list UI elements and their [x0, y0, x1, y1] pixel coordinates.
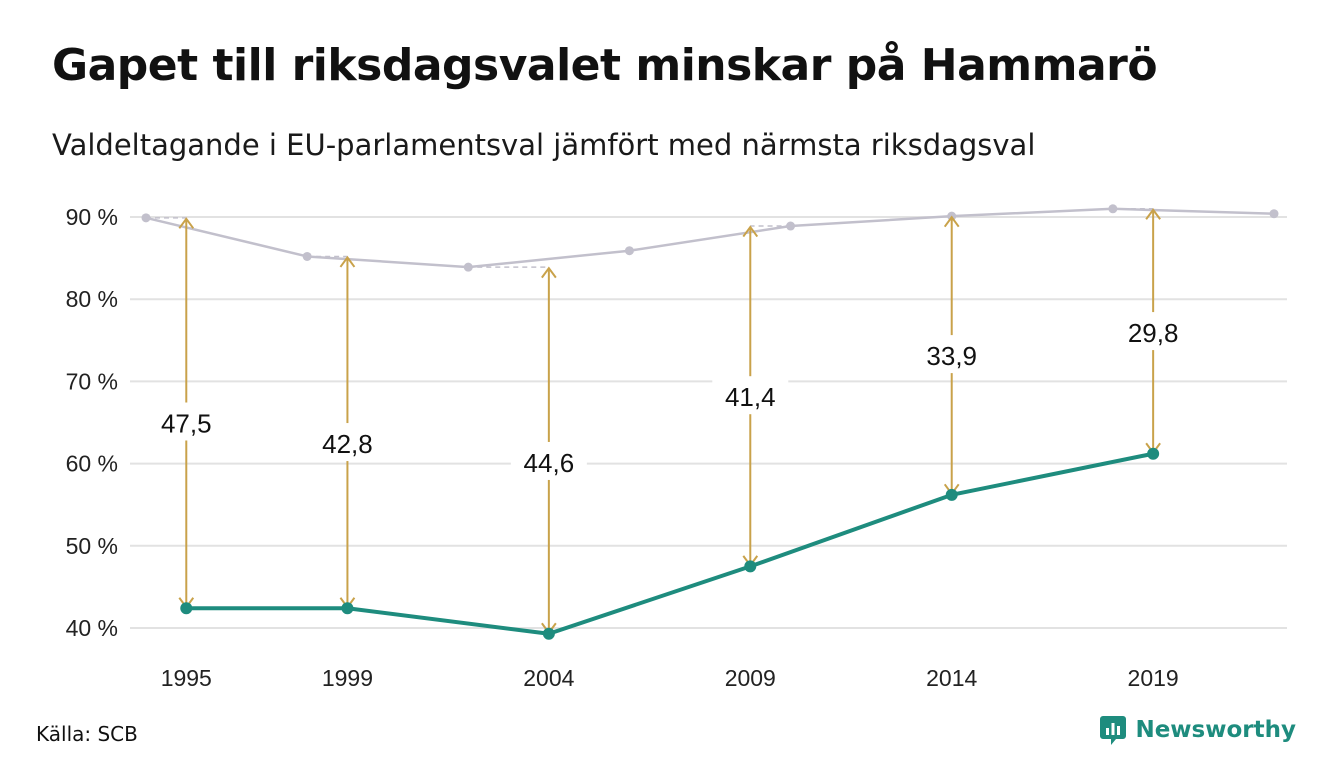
- gap-arrow-head-top: [742, 225, 759, 238]
- riksdag-point: [1269, 209, 1279, 219]
- eu-point: [945, 488, 958, 501]
- chart-bubble-logo-icon: [1100, 716, 1127, 745]
- gap-label-bg: [148, 402, 225, 441]
- gap-label-bg: [309, 423, 386, 462]
- y-tick-label: 40 %: [66, 615, 118, 641]
- chart-title: Gapet till riksdagsvalet minskar på Hamm…: [52, 40, 1158, 91]
- gap-arrow-head-top: [943, 215, 960, 228]
- riksdag-line: [145, 207, 1275, 269]
- gap-arrow-head-top: [1145, 208, 1161, 220]
- riksdag-point: [624, 246, 634, 256]
- gap-arrow-head-top: [339, 255, 356, 268]
- gap-label-bg: [913, 335, 990, 374]
- gap-label-bg: [1115, 312, 1192, 351]
- y-tick-label: 70 %: [66, 368, 118, 394]
- gap-value-label: 33,9: [926, 341, 977, 371]
- eu-point: [1147, 447, 1160, 460]
- x-tick-label: 1995: [161, 665, 212, 691]
- source-note: Källa: SCB: [36, 722, 138, 746]
- brand-name: Newsworthy: [1135, 717, 1296, 743]
- gap-arrow-head-top: [541, 266, 557, 279]
- y-tick-label: 90 %: [66, 204, 118, 230]
- brand-logo: Newsworthy: [1099, 714, 1296, 746]
- x-tick-label: 2004: [523, 665, 574, 691]
- gap-value-label: 42,8: [322, 429, 373, 459]
- eu-line: [186, 451, 1154, 636]
- x-tick-label: 1999: [322, 665, 373, 691]
- gap-value-label: 41,4: [725, 382, 776, 412]
- eu-point: [744, 560, 757, 573]
- y-tick-label: 60 %: [66, 451, 118, 477]
- gap-value-label: 29,8: [1128, 318, 1179, 348]
- gap-value-label: 44,6: [524, 448, 575, 478]
- eu-point: [542, 627, 555, 640]
- gap-label-bg: [510, 441, 587, 480]
- eu-point: [341, 602, 354, 615]
- x-tick-label: 2019: [1128, 665, 1179, 691]
- gap-arrow-head-top: [178, 217, 195, 229]
- x-tick-label: 2014: [926, 665, 977, 691]
- eu-point: [180, 602, 193, 615]
- gap-value-label: 47,5: [161, 409, 212, 439]
- y-tick-label: 50 %: [66, 533, 118, 559]
- y-tick-label: 80 %: [66, 286, 118, 312]
- gap-label-bg: [712, 376, 789, 415]
- x-tick-label: 2009: [725, 665, 776, 691]
- chart-subtitle: Valdeltagande i EU-parlamentsval jämfört…: [52, 128, 1036, 162]
